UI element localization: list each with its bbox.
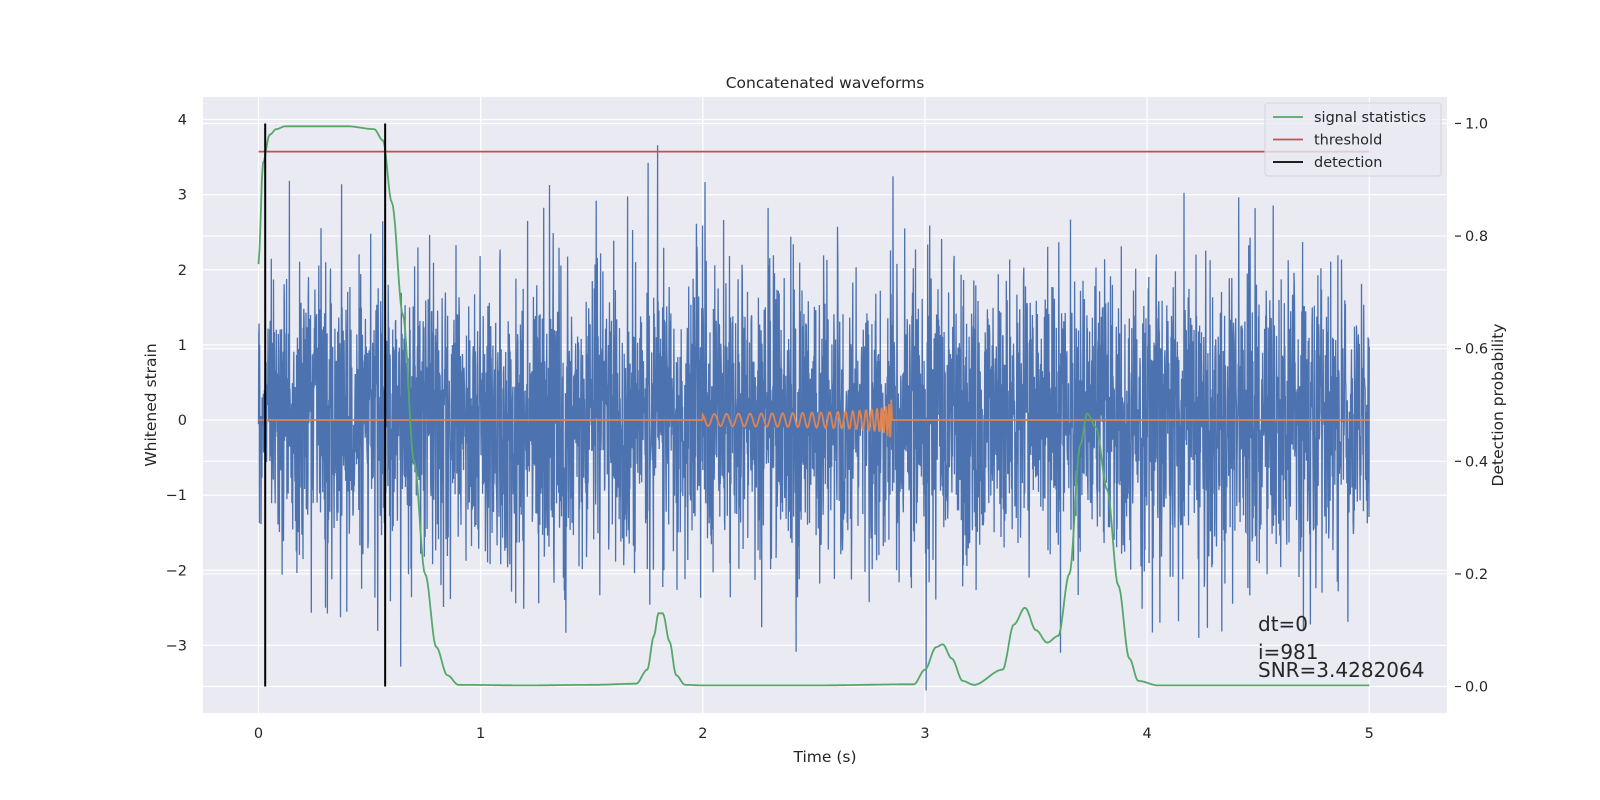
annotation-snr: SNR=3.4282064	[1258, 658, 1424, 682]
y-tick-label: −1	[166, 488, 187, 504]
annotation-dt: dt=0	[1258, 612, 1308, 636]
x-tick-label: 1	[476, 726, 485, 742]
x-tick-label: 0	[254, 726, 263, 742]
x-tick-label: 5	[1365, 726, 1374, 742]
y2-axis-label: Detection probability	[1489, 324, 1507, 487]
legend-box	[1264, 102, 1442, 177]
y-tick-label: −2	[166, 563, 187, 579]
strain-line	[257, 145, 1370, 691]
y2-tick-label: 0.4	[1465, 454, 1488, 470]
legend-label-signal-statistics: signal statistics	[1314, 110, 1426, 126]
y-axis-label: Whitened strain	[142, 343, 160, 466]
detection-series	[264, 123, 387, 687]
y2-tick-label: 0.0	[1465, 680, 1488, 696]
y-tick-label: 1	[178, 338, 187, 354]
y-tick-label: 3	[178, 188, 187, 204]
x-tick-label: 4	[1142, 726, 1151, 742]
x-axis-ticks: 0 1 2 3 4 5	[254, 726, 1374, 742]
y-axis-ticks: −3 −2 −1 0 1 2 3 4	[166, 113, 187, 655]
signal-statistics-series	[257, 125, 1370, 687]
y-tick-label: 0	[178, 413, 187, 429]
x-axis-label: Time (s)	[792, 748, 856, 766]
signal-statistics-line	[257, 125, 1370, 687]
x-tick-label: 2	[698, 726, 707, 742]
template-line	[258, 399, 1370, 438]
legend-label-detection: detection	[1314, 155, 1382, 171]
legend-label-threshold: threshold	[1314, 133, 1382, 149]
whitened-strain-series	[257, 145, 1370, 691]
x-tick-label: 3	[920, 726, 929, 742]
y2-tick-label: 0.2	[1465, 567, 1488, 583]
legend: signal statistics threshold detection	[1264, 102, 1442, 177]
template-waveform-series	[258, 399, 1370, 438]
y-tick-label: −3	[166, 638, 187, 654]
y2-tick-label: 1.0	[1465, 116, 1488, 132]
annotation-index: i=981	[1258, 640, 1319, 664]
y2-tick-label: 0.6	[1465, 342, 1488, 358]
y2-tick-label: 0.8	[1465, 229, 1488, 245]
y-tick-label: 2	[178, 263, 187, 279]
y-tick-label: 4	[178, 113, 187, 129]
y2-axis-ticks: 0.0 0.2 0.4 0.6 0.8 1.0	[1455, 116, 1488, 696]
chart-title: Concatenated waveforms	[726, 74, 925, 92]
